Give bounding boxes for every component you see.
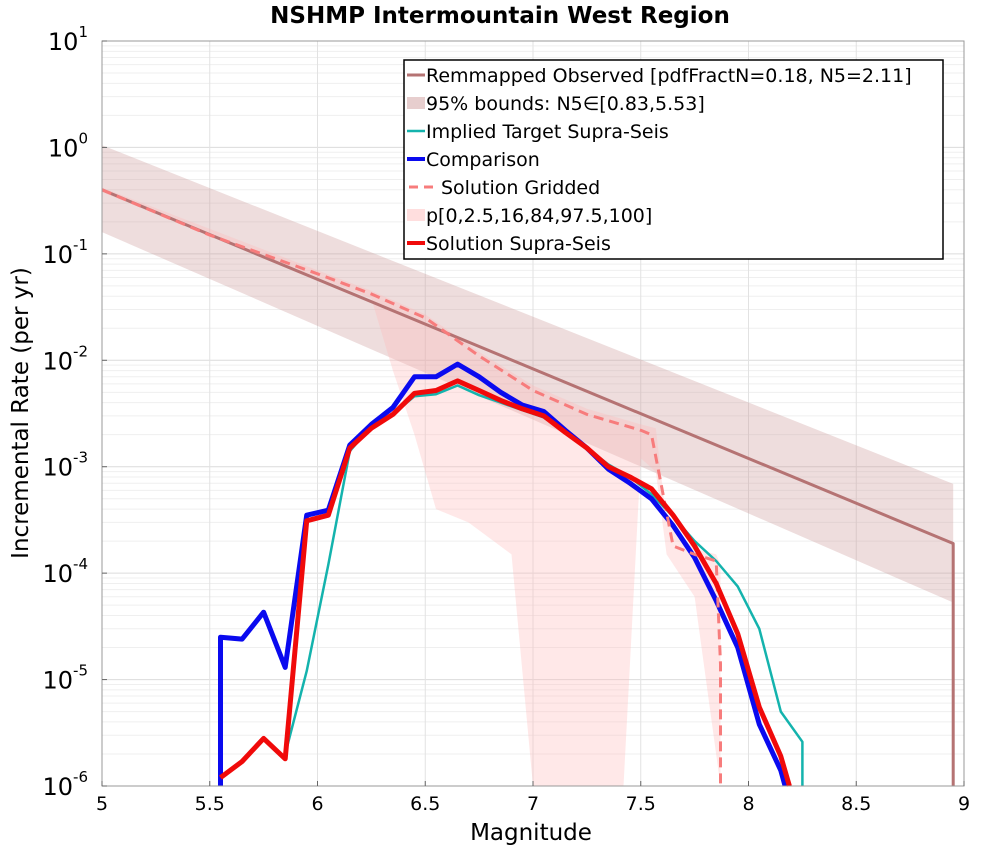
series-band-1: [102, 145, 954, 603]
legend-label: Comparison: [426, 149, 540, 171]
y-axis: 10-6 10-5 10-4 10-3 10-2 10-1 100 101: [42, 23, 107, 801]
y-axis-label: Incremental Rate (per yr): [8, 267, 34, 559]
y-tick-label: 10-3: [42, 449, 88, 482]
legend-swatch: [407, 97, 425, 109]
x-tick-label: 5: [96, 793, 108, 815]
y-tick-label: 10-6: [42, 768, 88, 801]
plot-area: [101, 145, 955, 787]
legend-label: Solution Supra-Seis: [426, 233, 611, 255]
y-tick-label: 101: [48, 23, 88, 56]
legend-label: p[0,2.5,16,84,97.5,100]: [426, 205, 652, 227]
legend-label: Solution Gridded: [441, 177, 600, 199]
series-line-6: [219, 378, 792, 787]
x-tick-label: 8.5: [841, 793, 871, 815]
legend-label: Remmapped Observed [pdfFractN=0.18, N5=2…: [426, 65, 912, 87]
series-band-5: [102, 187, 721, 786]
legend: Remmapped Observed [pdfFractN=0.18, N5=2…: [403, 59, 944, 260]
y-tick-label: 10-1: [42, 236, 88, 269]
y-tick-label: 10-5: [42, 662, 88, 695]
x-tick-label: 5.5: [195, 793, 225, 815]
legend-label: 95% bounds: N5∈[0.83,5.53]: [426, 93, 705, 115]
y-tick-label: 100: [48, 129, 88, 162]
series-line-0: [101, 188, 955, 786]
x-axis-label: Magnitude: [470, 820, 592, 846]
x-tick-label: 9: [958, 793, 970, 815]
x-tick-label: 8: [742, 793, 754, 815]
chart-title: NSHMP Intermountain West Region: [270, 3, 730, 29]
legend-swatch: [407, 209, 425, 221]
x-tick-label: 7.5: [626, 793, 656, 815]
legend-box: [403, 59, 944, 260]
x-tick-label: 6: [311, 793, 323, 815]
x-tick-label: 6.5: [410, 793, 440, 815]
y-tick-label: 10-2: [42, 342, 88, 375]
series-line-4: [101, 188, 722, 786]
legend-label: Implied Target Supra-Seis: [426, 121, 669, 143]
series-line-3: [218, 361, 788, 787]
y-tick-label: 10-4: [42, 555, 88, 588]
x-tick-label: 7: [527, 793, 539, 815]
x-axis: 5 5.5 6 6.5 7 7.5 8 8.5 9: [96, 781, 970, 815]
